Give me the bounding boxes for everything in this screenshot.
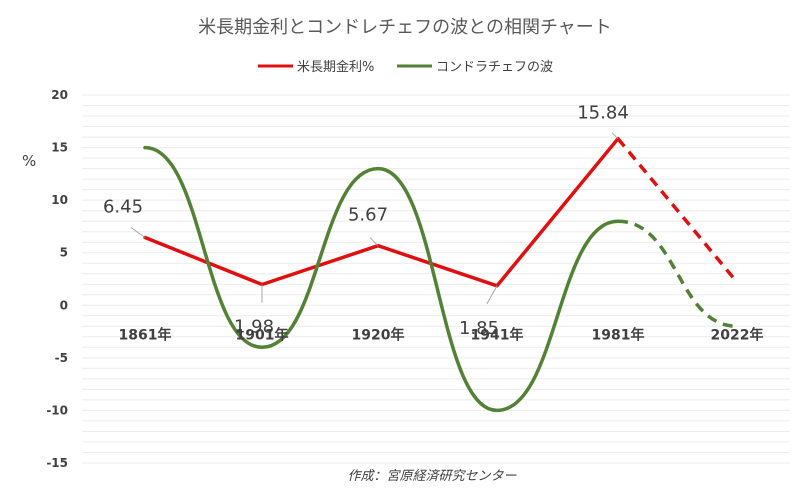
chart-credit: 作成：宮原経済研究センター [347, 468, 517, 484]
data-label: 1.85 [459, 318, 499, 339]
x-axis-ticks: 1861年 1901年 1920年 1941年 1981年 2022年 [119, 326, 764, 343]
y-axis-ticks: 20 15 10 5 0 -5 -10 -15 [46, 88, 68, 470]
x-tick-label: 1981年 [592, 326, 645, 343]
y-tick-label: 15 [51, 141, 68, 155]
series-line-solid [143, 145, 620, 413]
x-tick-label: 1941年 [471, 326, 524, 343]
data-labels: 6.45 1.98 5.67 1.85 15.84 [103, 103, 629, 339]
chart-title: 米長期金利とコンドレチェフの波との相関チャート [198, 17, 612, 38]
data-label: 15.84 [577, 103, 629, 124]
x-tick-label: 2022年 [711, 326, 764, 343]
legend: 米長期金利% コンドラチェフの波 [258, 59, 553, 75]
y-tick-label: -10 [46, 403, 68, 417]
x-tick-label: 1920年 [352, 326, 405, 343]
data-label-leader [611, 132, 619, 140]
x-tick-label: 1861年 [119, 326, 172, 343]
data-label-leader [486, 285, 498, 305]
data-label: 5.67 [348, 205, 388, 226]
y-tick-label: 20 [51, 88, 68, 102]
x-tick-label: 1901年 [236, 326, 289, 343]
y-tick-label: -5 [55, 351, 68, 365]
legend-label-interest: 米長期金利% [297, 59, 374, 75]
data-label: 1.98 [234, 317, 274, 338]
y-tick-label: 5 [60, 246, 68, 260]
data-label: 6.45 [103, 197, 143, 218]
y-tick-label: 10 [51, 193, 68, 207]
y-axis-unit: % [22, 152, 36, 170]
data-label-leader [369, 237, 379, 247]
data-label-leader [130, 227, 146, 238]
y-tick-label: -15 [46, 456, 68, 470]
legend-label-kondratiev: コンドラチェフの波 [436, 60, 553, 75]
series-line-projection [617, 219, 738, 329]
y-tick-label: 0 [60, 298, 68, 312]
series-line-projection [616, 137, 739, 284]
